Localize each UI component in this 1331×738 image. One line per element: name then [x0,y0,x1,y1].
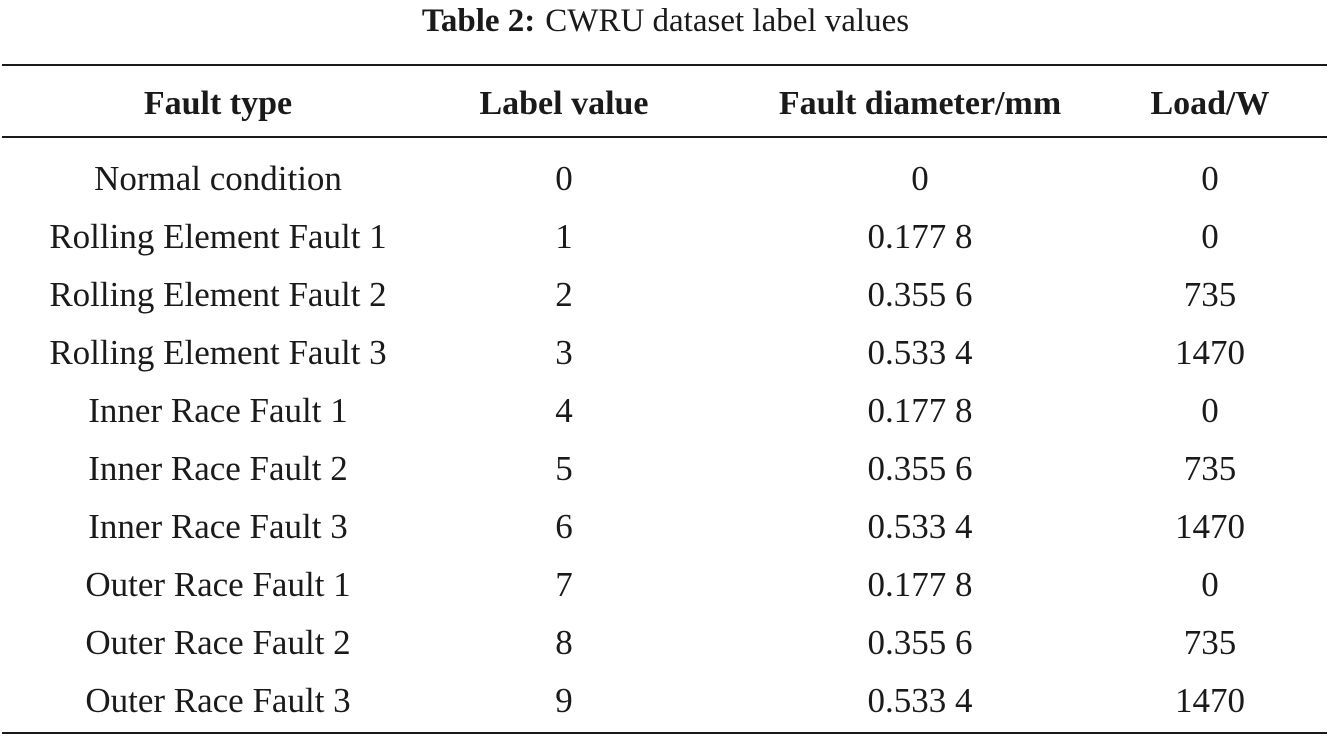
fault-type-cell: Outer Race Fault 3 [85,681,351,720]
load-cell: 0 [1201,391,1219,430]
fault-type-cell: Rolling Element Fault 3 [49,333,387,372]
fault-type-cell: Rolling Element Fault 2 [49,275,387,314]
load-cell: 0 [1201,565,1219,604]
table-row: Outer Race Fault 3 9 0.533 4 1470 [0,672,1331,730]
load-cell: 735 [1183,623,1237,662]
load-cell: 0 [1201,217,1219,256]
label-value-cell: 7 [555,565,573,604]
table-row: Rolling Element Fault 1 1 0.177 8 0 [0,208,1331,266]
column-header-label-value: Label value [479,85,649,122]
table-top-rule [2,64,1327,66]
label-value-cell: 0 [555,159,573,198]
fault-diameter-cell: 0.177 8 [867,217,973,256]
label-value-cell: 5 [555,449,573,488]
fault-diameter-cell: 0.533 4 [867,681,973,720]
label-value-cell: 2 [555,275,573,314]
fault-type-cell: Outer Race Fault 1 [85,565,351,604]
fault-diameter-cell: 0.355 6 [867,449,973,488]
column-header-load: Load/W [1150,85,1270,122]
load-cell: 1470 [1175,681,1245,720]
table-caption-label: Table 2: [421,3,536,39]
label-value-cell: 4 [555,391,573,430]
table-row: Normal condition 0 0 0 [0,150,1331,208]
fault-diameter-cell: 0.355 6 [867,623,973,662]
load-cell: 1470 [1175,507,1245,546]
fault-type-cell: Rolling Element Fault 1 [49,217,387,256]
load-cell: 735 [1183,449,1237,488]
fault-diameter-cell: 0.533 4 [867,333,973,372]
fault-type-cell: Outer Race Fault 2 [85,623,351,662]
label-value-cell: 6 [555,507,573,546]
fault-diameter-cell: 0.177 8 [867,391,973,430]
table-bottom-rule [2,732,1327,734]
table-row: Rolling Element Fault 3 3 0.533 4 1470 [0,324,1331,382]
load-cell: 1470 [1175,333,1245,372]
fault-diameter-cell: 0.355 6 [867,275,973,314]
table-row: Inner Race Fault 1 4 0.177 8 0 [0,382,1331,440]
table-header-rule [2,136,1327,138]
load-cell: 735 [1183,275,1237,314]
table-row: Inner Race Fault 3 6 0.533 4 1470 [0,498,1331,556]
table-row: Outer Race Fault 2 8 0.355 6 735 [0,614,1331,672]
table-caption-text: CWRU dataset label values [545,3,910,39]
fault-type-cell: Inner Race Fault 1 [88,391,348,430]
fault-type-cell: Inner Race Fault 3 [88,507,348,546]
fault-type-cell: Normal condition [94,159,342,198]
column-header-fault-type: Fault type [143,85,293,122]
table-row: Outer Race Fault 1 7 0.177 8 0 [0,556,1331,614]
fault-diameter-cell: 0 [911,159,929,198]
load-cell: 0 [1201,159,1219,198]
fault-diameter-cell: 0.177 8 [867,565,973,604]
table-caption: Table 2: CWRU dataset label values [0,0,1331,48]
table-header-row: Fault type Label value Fault diameter/mm… [0,72,1331,136]
label-value-cell: 3 [555,333,573,372]
label-value-cell: 8 [555,623,573,662]
label-value-cell: 1 [555,217,573,256]
table-row: Inner Race Fault 2 5 0.355 6 735 [0,440,1331,498]
label-value-cell: 9 [555,681,573,720]
fault-type-cell: Inner Race Fault 2 [88,449,348,488]
fault-diameter-cell: 0.533 4 [867,507,973,546]
table-row: Rolling Element Fault 2 2 0.355 6 735 [0,266,1331,324]
column-header-fault-diameter: Fault diameter/mm [778,85,1062,122]
table-body: Normal condition 0 0 0 Rolling Element F… [0,150,1331,730]
